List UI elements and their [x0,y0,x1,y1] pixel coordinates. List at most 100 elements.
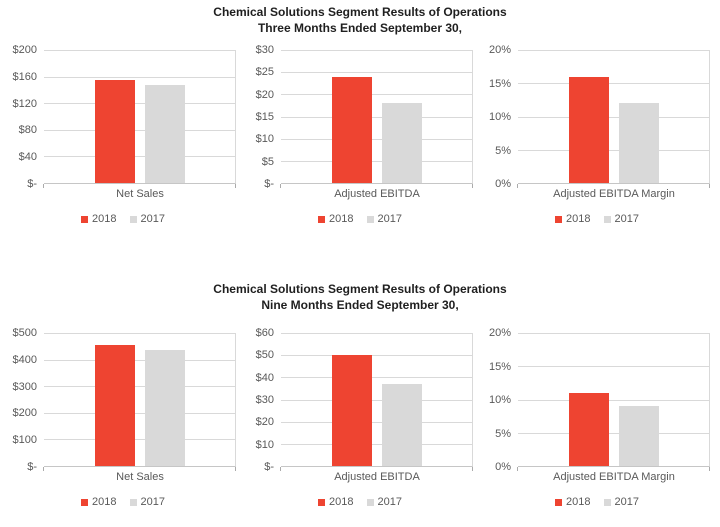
section-title-line1: Chemical Solutions Segment Results of Op… [213,5,507,19]
legend-label-2018: 2018 [566,496,591,508]
axis-tick-right [709,467,710,471]
category-label: Adjusted EBITDA Margin [553,471,675,483]
y-tick-label: $- [27,461,37,473]
category-label: Adjusted EBITDA [334,471,420,483]
legend-item-2017: 2017 [366,496,402,508]
axis-tick-left [43,184,44,188]
legend-swatch-2017 [366,215,374,223]
legend-swatch-2018 [555,498,563,506]
y-tick-label: $20 [255,416,274,429]
gridline [44,76,235,78]
legend-item-2018: 2018 [318,496,354,508]
gridline [44,156,235,158]
legend-swatch-2018 [555,215,563,223]
y-axis: $- $100 $200 $300 $400 $500 [10,327,44,473]
bar-2018 [94,79,135,183]
legend-label-2018: 2018 [92,213,117,225]
y-axis: 0% 5% 10% 15% 20% [484,327,518,473]
plot-area-wrap: 0% 5% 10% 15% 20% [484,44,710,190]
legend-label-2017: 2017 [377,213,402,225]
y-tick-label: 20% [488,44,511,56]
gridline [281,377,472,379]
chart-legend: 2018 2017 [484,213,710,225]
y-tick-label: $80 [18,124,37,137]
y-tick-label: $10 [255,133,274,146]
legend-item-2018: 2018 [555,213,591,225]
legend-item-2017: 2017 [129,213,165,225]
legend-label-2017: 2017 [377,496,402,508]
gridline [281,399,472,401]
legend-label-2017: 2017 [614,213,639,225]
legend-item-2018: 2018 [555,496,591,508]
gridline [518,149,709,151]
plot-area [517,50,710,188]
legend-label-2018: 2018 [329,213,354,225]
legend-label-2017: 2017 [614,496,639,508]
axis-tick-left [43,467,44,471]
bar-2017 [618,406,659,466]
bar-2017 [144,349,185,466]
axis-tick-right [472,467,473,471]
y-tick-label: $40 [18,151,37,164]
bars-group [518,50,709,183]
bar-2018 [331,355,372,466]
y-tick-label: $200 [12,44,37,56]
bars-group [44,333,235,466]
plot-area [280,50,473,188]
bars-group [518,333,709,466]
charts-row-1: $- $100 $200 $300 $400 $500 Net Sales 2018 2017 $… [10,327,710,508]
legend-swatch-2018 [318,215,326,223]
bar-2018 [331,76,372,183]
legend-label-2017: 2017 [140,213,165,225]
section-nine-months: Chemical Solutions Segment Results of Op… [0,263,720,527]
bars-group [281,333,472,466]
y-tick-label: 10% [488,111,511,123]
plot-area-wrap: $- $10 $20 $30 $40 $50 $60 [247,327,473,473]
chart-three-months-net-sales: $- $40 $80 $120 $160 $200 Net Sales 2018 2017 [10,44,236,225]
y-tick-label: $400 [12,353,37,366]
legend-swatch-2018 [81,215,89,223]
chart-three-months-adjusted-ebitda-margin: 0% 5% 10% 15% 20% Adjusted EBITDA Margin 2018 2… [484,44,710,225]
y-tick-label: $200 [12,407,37,420]
axis-tick-right [235,467,236,471]
bar-2018 [94,344,135,466]
gridline [281,421,472,423]
gridline [281,50,472,51]
axis-tick-right [235,184,236,188]
y-tick-label: $120 [12,97,37,110]
plot-area-wrap: $- $5 $10 $15 $20 $25 $30 [247,44,473,190]
gridline [281,72,472,74]
y-tick-label: $- [264,178,274,190]
y-tick-label: $25 [255,66,274,79]
gridline [44,50,235,51]
y-axis: $- $10 $20 $30 $40 $50 $60 [247,327,281,473]
gridline [518,116,709,118]
section-title: Chemical Solutions Segment Results of Op… [10,281,710,313]
legend-label-2017: 2017 [140,496,165,508]
section-title-line2: Nine Months Ended September 30, [261,298,459,312]
y-tick-label: $10 [255,438,274,451]
legend-item-2018: 2018 [318,213,354,225]
chart-legend: 2018 2017 [247,213,473,225]
chart-legend: 2018 2017 [10,496,236,508]
bar-2017 [381,383,422,466]
chart-nine-months-adjusted-ebitda-margin: 0% 5% 10% 15% 20% Adjusted EBITDA Margin 2018 2… [484,327,710,508]
legend-item-2017: 2017 [129,496,165,508]
plot-area [43,333,236,471]
legend-item-2017: 2017 [366,213,402,225]
bars-group [281,50,472,183]
plot-area-wrap: $- $100 $200 $300 $400 $500 [10,327,236,473]
chart-nine-months-adjusted-ebitda: $- $10 $20 $30 $40 $50 $60 Adjusted EBITDA 2018 2… [247,327,473,508]
gridline [518,366,709,368]
legend-label-2018: 2018 [566,213,591,225]
gridline [281,138,472,140]
y-tick-label: $500 [12,327,37,339]
chart-legend: 2018 2017 [484,496,710,508]
bar-2017 [618,103,659,183]
gridline [281,333,472,334]
plot-area [280,333,473,471]
y-tick-label: $100 [12,434,37,447]
y-tick-label: $300 [12,380,37,393]
y-axis: $- $5 $10 $15 $20 $25 $30 [247,44,281,190]
